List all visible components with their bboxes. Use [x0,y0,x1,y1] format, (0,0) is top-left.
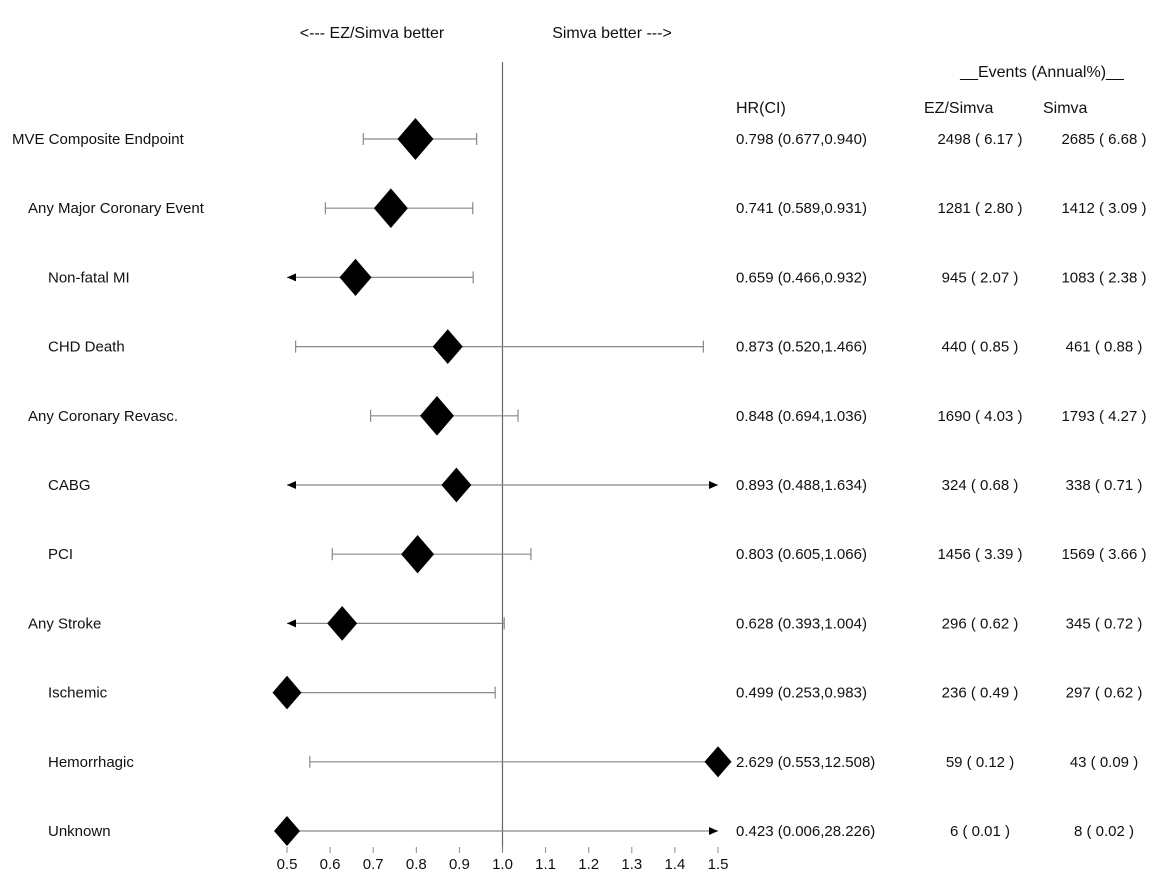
hr-ci-value: 0.803 (0.605,1.066) [736,546,867,563]
hr-diamond [401,535,435,574]
data-table: MVE Composite Endpoint 0.798 (0.677,0.940… [12,131,1147,840]
hr-ci-value: 0.798 (0.677,0.940) [736,131,867,148]
hr-diamond [419,396,454,436]
ci-arrow-right [709,481,718,489]
x-tick-label: 1.2 [578,856,599,873]
hr-ci-value: 0.499 (0.253,0.983) [736,685,867,702]
x-axis: 0.5 0.6 0.7 0.8 0.9 1.0 1.1 1.2 1.3 1.4 1.5 [277,847,729,873]
ci-arrow-left [287,273,296,282]
simva-events: 345 ( 0.72 ) [1066,615,1143,632]
row-label: CABG [48,477,91,494]
ez-simva-column-header: EZ/Simva [924,100,993,117]
row-label: Hemorrhagic [48,754,134,771]
hr-diamond [272,675,302,710]
x-tick-label: 1.0 [492,856,513,873]
hr-ci-value: 0.893 (0.488,1.634) [736,477,867,494]
hr-diamond [397,118,434,160]
hr-diamond [441,467,472,503]
ci-arrow-left [287,619,296,628]
x-tick-label: 1.4 [664,856,685,873]
hr-diamond [339,258,372,296]
row-label: Any Stroke [28,615,101,632]
x-tick-label: 0.8 [406,856,427,873]
ci-arrow-right [709,827,718,835]
row-label: Unknown [48,823,111,840]
simva-events: 297 ( 0.62 ) [1066,685,1143,702]
hr-ci-value: 0.628 (0.393,1.004) [736,615,867,632]
hr-ci-value: 0.423 (0.006,28.226) [736,823,875,840]
x-tick-label: 1.3 [621,856,642,873]
hr-diamond [327,606,358,641]
plot-area [272,62,732,851]
direction-label-left: <--- EZ/Simva better [300,25,445,42]
ci-arrow-left [287,481,296,489]
hr-ci-value: 0.741 (0.589,0.931) [736,200,867,217]
row-label: Any Major Coronary Event [28,200,205,217]
simva-events: 8 ( 0.02 ) [1074,823,1134,840]
hr-diamond [432,329,463,364]
events-group-header: __Events (Annual%)__ [959,64,1125,81]
row-label: MVE Composite Endpoint [12,131,185,148]
hr-diamond [274,816,300,846]
simva-events: 1083 ( 2.38 ) [1061,269,1146,286]
ez-simva-events: 59 ( 0.12 ) [946,754,1014,771]
hr-ci-value: 0.659 (0.466,0.932) [736,269,867,286]
simva-events: 1412 ( 3.09 ) [1061,200,1146,217]
ez-simva-events: 440 ( 0.85 ) [942,339,1019,356]
x-tick-label: 0.9 [449,856,470,873]
x-tick-label: 0.7 [363,856,384,873]
ez-simva-events: 296 ( 0.62 ) [942,615,1019,632]
simva-column-header: Simva [1043,100,1088,117]
ez-simva-events: 324 ( 0.68 ) [942,477,1019,494]
x-tick-label: 1.1 [535,856,556,873]
x-tick-label: 1.5 [708,856,729,873]
ez-simva-events: 1690 ( 4.03 ) [937,408,1022,425]
row-label: CHD Death [48,339,125,356]
ez-simva-events: 945 ( 2.07 ) [942,269,1019,286]
row-label: PCI [48,546,73,563]
row-label: Non-fatal MI [48,269,130,286]
hr-ci-value: 0.873 (0.520,1.466) [736,339,867,356]
ez-simva-events: 6 ( 0.01 ) [950,823,1010,840]
x-tick-label: 0.5 [277,856,298,873]
ez-simva-events: 1281 ( 2.80 ) [937,200,1022,217]
simva-events: 2685 ( 6.68 ) [1061,131,1146,148]
ez-simva-events: 1456 ( 3.39 ) [937,546,1022,563]
hr-ci-value: 2.629 (0.553,12.508) [736,754,875,771]
simva-events: 1793 ( 4.27 ) [1061,408,1146,425]
ez-simva-events: 236 ( 0.49 ) [942,685,1019,702]
hr-ci-column-header: HR(CI) [736,100,786,117]
simva-events: 1569 ( 3.66 ) [1061,546,1146,563]
ez-simva-events: 2498 ( 6.17 ) [937,131,1022,148]
hr-diamond [373,188,408,228]
hr-ci-value: 0.848 (0.694,1.036) [736,408,867,425]
row-label: Ischemic [48,685,108,702]
simva-events: 338 ( 0.71 ) [1066,477,1143,494]
hr-diamond [704,746,732,778]
row-label: Any Coronary Revasc. [28,408,178,425]
x-tick-label: 0.6 [320,856,341,873]
direction-label-right: Simva better ---> [552,25,672,42]
simva-events: 461 ( 0.88 ) [1066,339,1143,356]
simva-events: 43 ( 0.09 ) [1070,754,1138,771]
